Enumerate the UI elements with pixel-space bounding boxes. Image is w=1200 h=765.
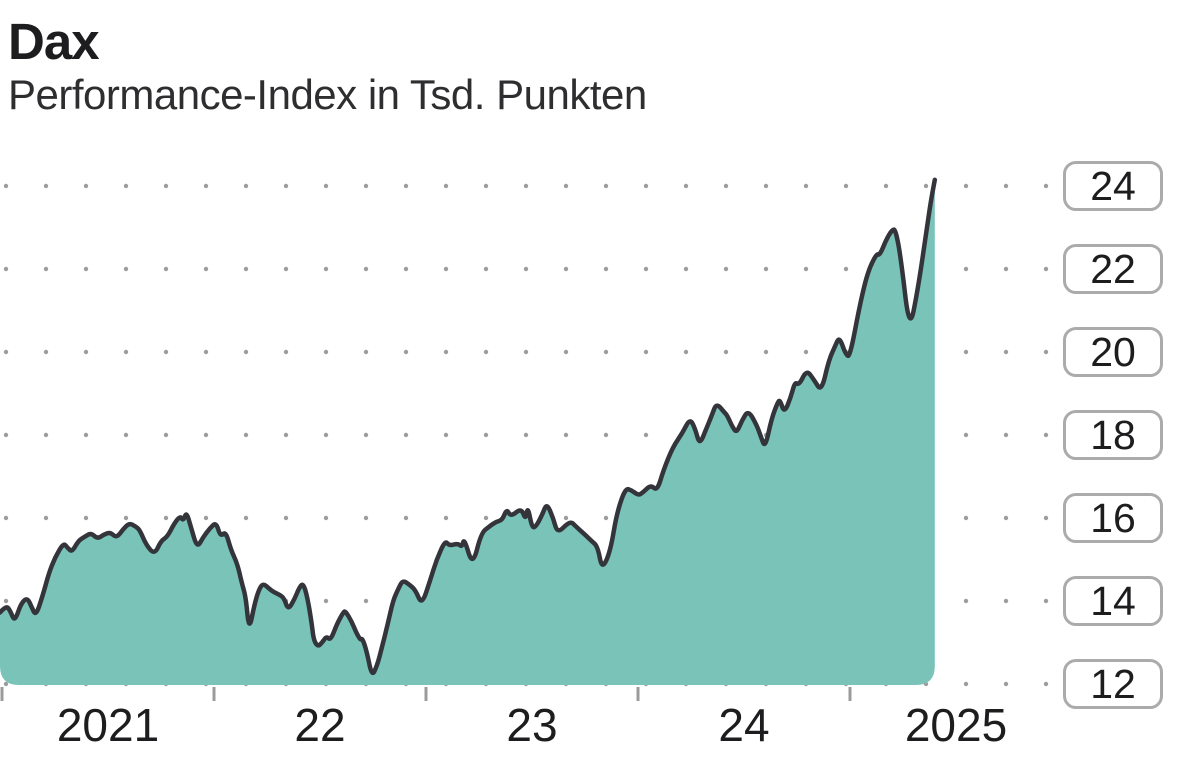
y-axis-tick-box: 12 xyxy=(1063,659,1163,709)
x-axis-label: 2025 xyxy=(904,699,1008,751)
y-axis-tick-box: 24 xyxy=(1063,161,1163,211)
area-series-fill xyxy=(0,179,935,685)
y-axis-tick-box: 22 xyxy=(1063,244,1163,294)
x-axis-label: 22 xyxy=(294,699,346,751)
x-axis-label: 23 xyxy=(506,699,558,751)
y-axis-tick-box: 20 xyxy=(1063,327,1163,377)
page-title: Dax xyxy=(8,13,100,70)
price-line xyxy=(0,177,938,676)
y-axis-tick-box: 16 xyxy=(1063,493,1163,543)
page-subtitle: Performance-Index in Tsd. Punkten xyxy=(8,71,647,118)
x-axis-label: 2021 xyxy=(56,699,160,751)
y-axis-tick-box: 18 xyxy=(1063,410,1163,460)
x-tick-marks xyxy=(0,687,852,701)
y-axis-tick-box: 14 xyxy=(1063,576,1163,626)
x-axis-label: 24 xyxy=(718,699,770,751)
